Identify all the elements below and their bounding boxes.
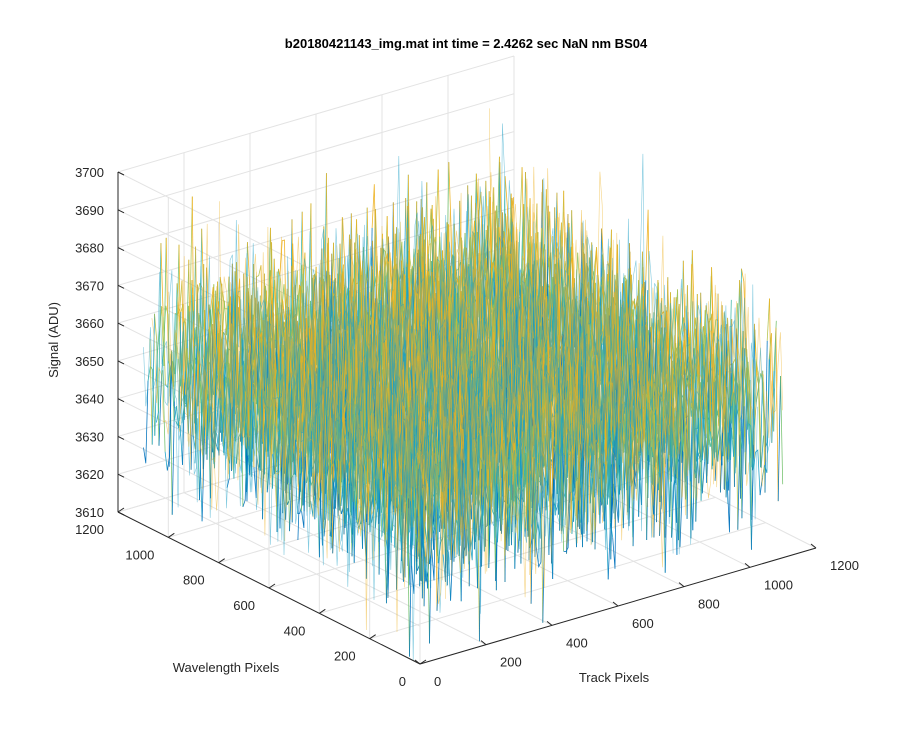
surface-line bbox=[639, 289, 643, 324]
surface-line bbox=[217, 281, 221, 387]
surface-line bbox=[342, 217, 346, 269]
surface-line bbox=[193, 329, 197, 370]
chart-title: b20180421143_img.mat int time = 2.4262 s… bbox=[285, 36, 648, 51]
surface-line bbox=[419, 459, 423, 599]
surface-line bbox=[673, 343, 677, 365]
surface-line bbox=[174, 344, 178, 402]
surface-line bbox=[252, 382, 258, 401]
surface-line bbox=[429, 204, 433, 277]
surface-line bbox=[199, 228, 203, 369]
grid-line bbox=[117, 131, 515, 249]
surface-line bbox=[154, 313, 158, 341]
surface-line bbox=[332, 499, 336, 554]
surface-line bbox=[224, 300, 227, 336]
grid-line bbox=[117, 473, 421, 627]
surface-line bbox=[256, 265, 262, 277]
surface-line bbox=[543, 189, 547, 287]
surface-line bbox=[205, 393, 209, 455]
grid-line bbox=[117, 93, 515, 211]
surface-line bbox=[304, 252, 308, 337]
surface-line bbox=[176, 244, 180, 345]
surface-line bbox=[180, 303, 184, 313]
surface-line bbox=[671, 297, 675, 354]
surface-line bbox=[281, 284, 285, 311]
surface-line bbox=[702, 310, 706, 367]
surface-line bbox=[186, 259, 190, 348]
surface-line bbox=[682, 260, 686, 359]
surface-line bbox=[143, 380, 149, 464]
surface-line bbox=[196, 418, 200, 501]
surface-line bbox=[527, 198, 531, 253]
surface-line bbox=[408, 202, 412, 375]
surface-line bbox=[218, 368, 222, 393]
surface-line bbox=[594, 247, 597, 269]
surface-line bbox=[171, 350, 175, 387]
surface-line bbox=[201, 264, 205, 426]
surface-line bbox=[368, 490, 372, 526]
surface-line bbox=[149, 366, 156, 436]
grid-line bbox=[319, 496, 716, 614]
surface-line bbox=[165, 237, 169, 362]
surface-line bbox=[201, 438, 205, 522]
surface-line bbox=[316, 479, 320, 558]
grid-line bbox=[117, 55, 515, 173]
surface-line bbox=[629, 243, 633, 334]
surface-line bbox=[156, 411, 159, 423]
surface-line bbox=[247, 288, 251, 320]
surface-line bbox=[162, 316, 166, 386]
surface-line bbox=[158, 243, 162, 412]
grid-line bbox=[369, 522, 766, 640]
surface-line bbox=[164, 451, 168, 471]
surface-line bbox=[691, 250, 695, 328]
surface-line bbox=[371, 184, 377, 306]
surface-line bbox=[189, 196, 193, 312]
surface-line bbox=[644, 282, 648, 334]
surface-line bbox=[525, 171, 529, 253]
surface-line bbox=[160, 243, 164, 317]
surface-line bbox=[177, 425, 183, 465]
surface-line bbox=[221, 283, 225, 456]
surface-line bbox=[210, 295, 214, 343]
surface-line bbox=[351, 490, 355, 557]
surface-line bbox=[375, 209, 379, 283]
surface-line bbox=[286, 417, 290, 532]
surface-line bbox=[294, 464, 298, 514]
surface-line bbox=[289, 265, 293, 386]
surface-line bbox=[246, 455, 250, 478]
surface-line bbox=[247, 242, 251, 286]
surface-line bbox=[519, 167, 523, 232]
surface-line bbox=[294, 284, 300, 321]
surface-mesh bbox=[143, 108, 784, 661]
surface-line bbox=[692, 317, 699, 359]
surface-line bbox=[162, 370, 166, 452]
surface-line bbox=[267, 270, 271, 317]
surface-line bbox=[149, 339, 153, 445]
surface-line bbox=[156, 340, 160, 446]
surface-line bbox=[499, 162, 503, 254]
